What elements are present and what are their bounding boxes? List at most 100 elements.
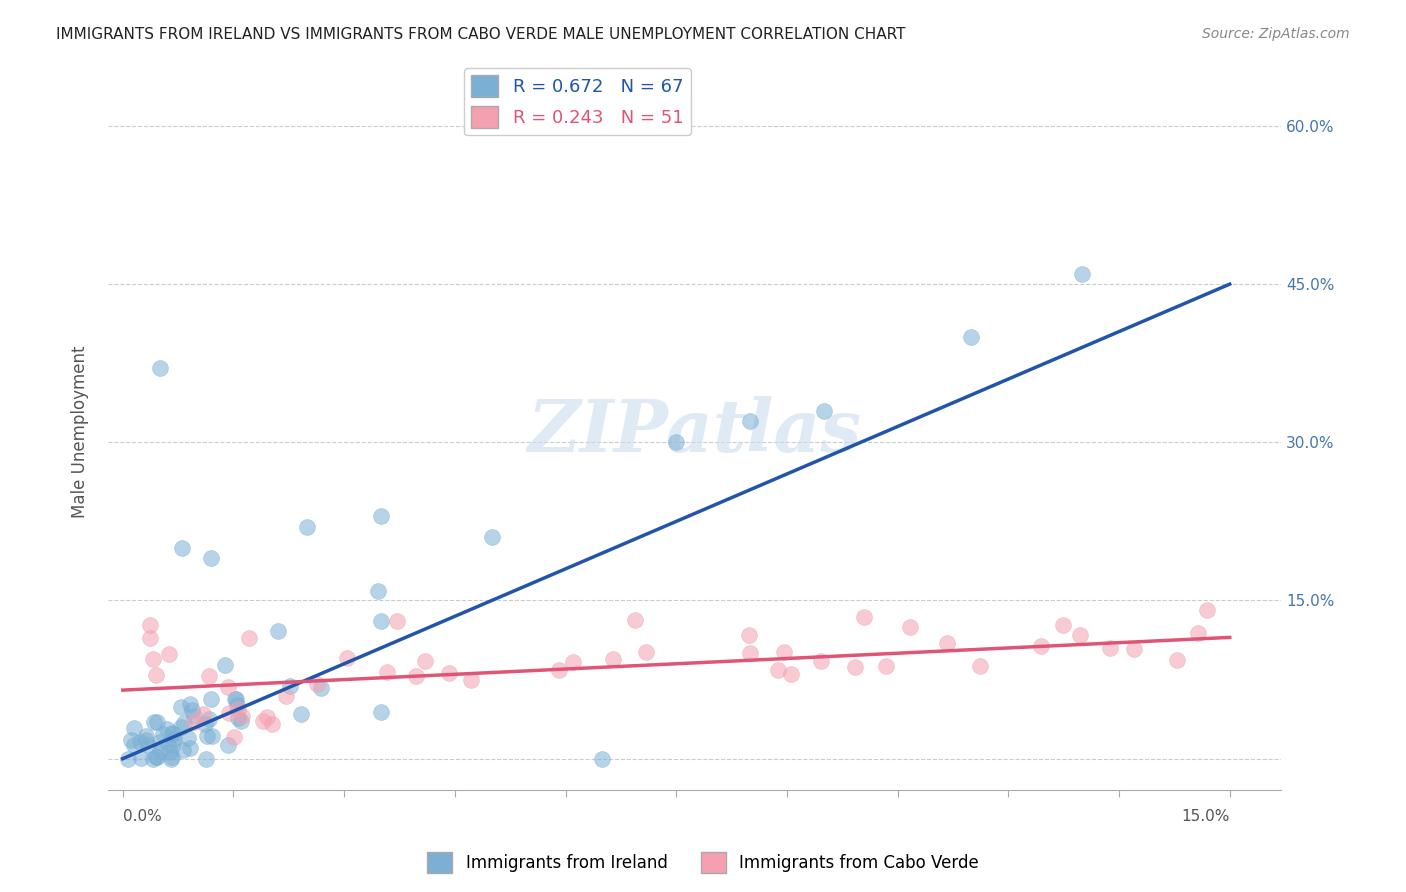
Point [260,717,283,731]
Point [159,745,181,759]
Point [170,699,193,714]
Point [160,752,183,766]
Point [624,614,647,628]
Point [157,647,180,661]
Point [145,667,167,681]
Text: ZIPatlas: ZIPatlas [527,396,862,467]
Point [135,729,157,743]
Point [191,707,214,722]
Point [228,711,250,725]
Point [142,715,165,730]
Point [297,519,319,533]
Point [149,361,172,376]
Legend: Immigrants from Ireland, Immigrants from Cabo Verde: Immigrants from Ireland, Immigrants from… [420,846,986,880]
Point [179,740,201,755]
Point [200,551,222,566]
Text: IMMIGRANTS FROM IRELAND VS IMMIGRANTS FROM CABO VERDE MALE UNEMPLOYMENT CORRELAT: IMMIGRANTS FROM IRELAND VS IMMIGRANTS FR… [56,27,905,42]
Point [156,722,179,736]
Point [377,665,399,679]
Point [935,636,957,650]
Point [370,615,392,629]
Point [162,727,184,741]
Point [170,541,193,555]
Point [200,692,222,706]
Point [129,751,152,765]
Point [740,646,762,660]
Point [218,706,240,720]
Point [276,689,298,703]
Point [290,707,312,722]
Point [217,738,239,752]
Point [1069,628,1091,642]
Point [160,749,183,764]
Y-axis label: Male Unemployment: Male Unemployment [72,345,89,518]
Point [810,654,832,668]
Point [181,702,204,716]
Point [198,668,221,682]
Point [224,692,246,706]
Point [1197,603,1219,617]
Point [179,697,201,711]
Point [173,716,195,731]
Point [162,739,184,753]
Point [1187,626,1209,640]
Point [562,655,585,669]
Text: 0.0%: 0.0% [122,809,162,824]
Point [1123,641,1146,656]
Point [665,435,688,450]
Point [738,414,761,428]
Point [634,645,657,659]
Point [370,509,392,524]
Point [122,739,145,753]
Point [1166,653,1188,667]
Point [183,714,205,729]
Point [138,617,160,632]
Point [135,733,157,747]
Point [415,654,437,668]
Point [122,721,145,735]
Point [405,669,427,683]
Point [149,743,172,757]
Point [1052,618,1074,632]
Point [307,677,329,691]
Text: 15.0%: 15.0% [1181,809,1230,824]
Point [460,673,482,687]
Point [195,752,218,766]
Point [335,650,357,665]
Point [142,752,165,766]
Point [256,709,278,723]
Point [217,680,239,694]
Point [852,609,875,624]
Point [875,658,897,673]
Point [969,659,991,673]
Point [224,730,246,744]
Point [898,620,921,634]
Point [170,720,193,734]
Point [139,631,162,645]
Point [145,715,167,730]
Point [136,739,159,753]
Point [1071,267,1094,281]
Point [813,403,835,417]
Point [128,735,150,749]
Point [117,752,139,766]
Point [226,702,249,716]
Point [145,750,167,764]
Point [198,712,221,726]
Point [773,645,796,659]
Point [176,731,198,746]
Point [160,726,183,740]
Point [591,752,613,766]
Point [120,733,142,747]
Point [602,651,624,665]
Point [225,698,247,713]
Point [146,750,169,764]
Point [547,663,569,677]
Point [844,659,866,673]
Text: Source: ZipAtlas.com: Source: ZipAtlas.com [1202,27,1350,41]
Point [960,330,983,344]
Point [142,651,165,665]
Point [225,692,247,706]
Point [481,530,503,544]
Point [370,706,392,720]
